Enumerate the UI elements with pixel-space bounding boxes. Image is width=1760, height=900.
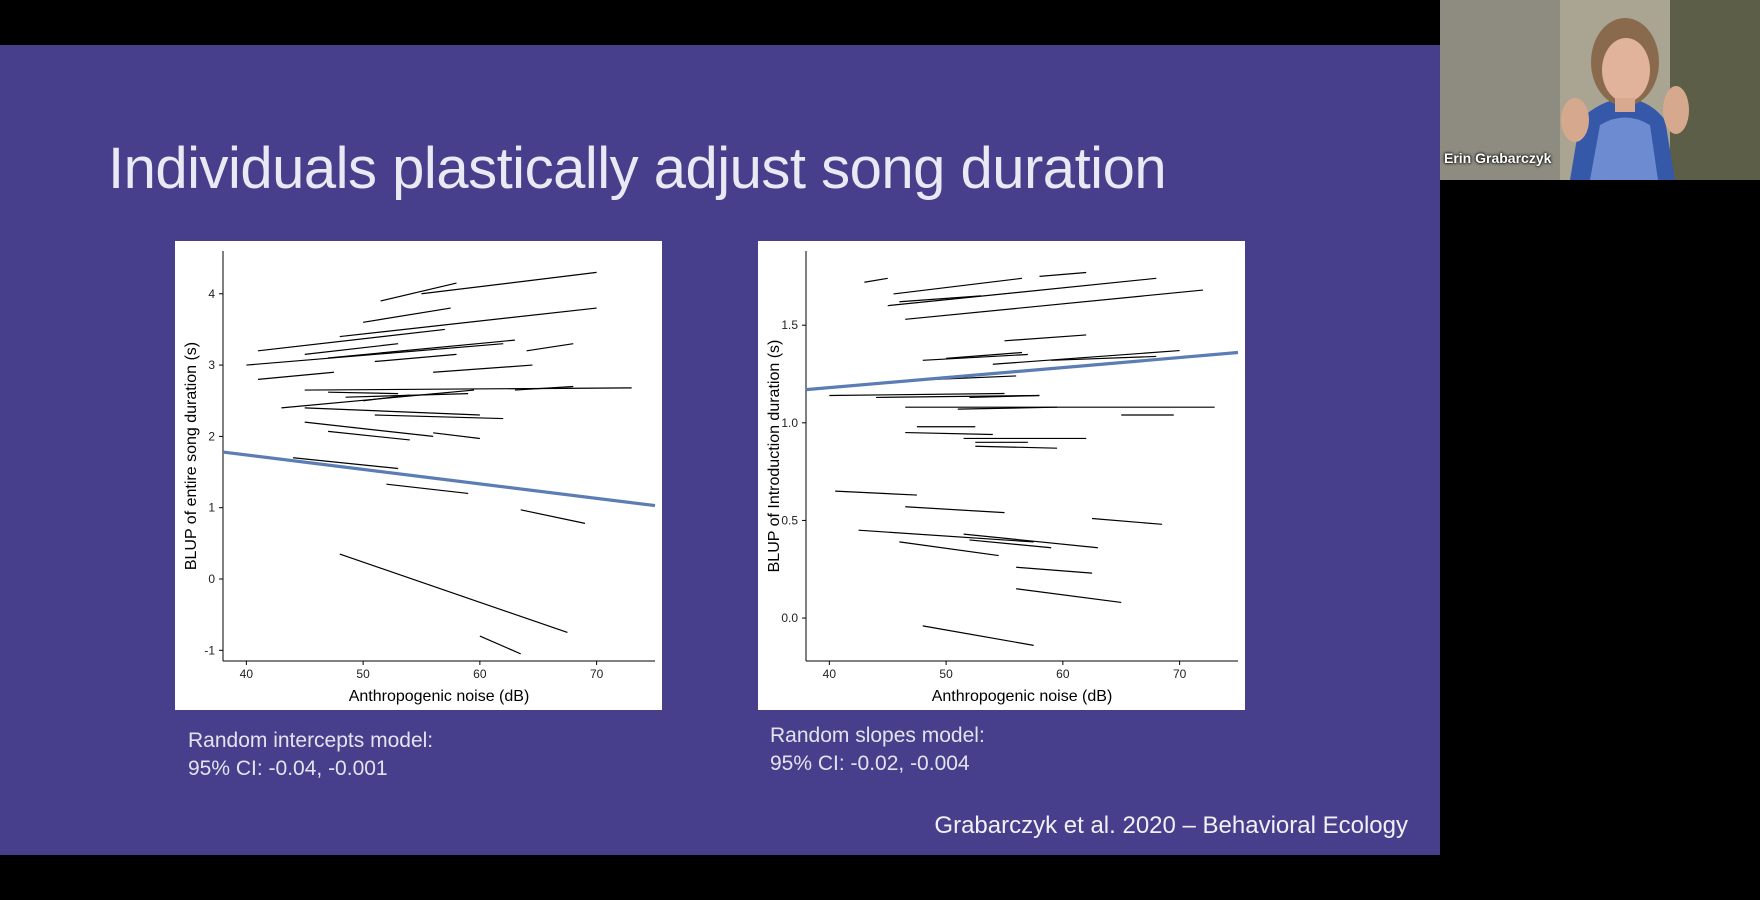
individual-slope-segment xyxy=(380,282,457,302)
y-tick-label: 0.5 xyxy=(781,513,798,527)
y-tick-label: 3 xyxy=(208,358,215,372)
individual-slope-segment xyxy=(922,625,1034,646)
individual-slope-segment xyxy=(887,277,1157,307)
individual-slope-segment xyxy=(946,351,1023,359)
individual-slope-segment xyxy=(339,553,568,634)
individual-slope-segment xyxy=(1051,355,1157,361)
chart-right-svg: 40 50 60 70 0.0 0.5 1.0 1.5 Anthropogenic noise … xyxy=(766,251,1239,705)
individual-slope-segment xyxy=(292,457,399,470)
individual-slope-segment xyxy=(328,391,399,395)
slide-title: Individuals plastically adjust song dura… xyxy=(108,136,1167,201)
individual-slope-segment xyxy=(963,533,1098,549)
individual-slope-segment xyxy=(304,407,480,416)
citation: Grabarczyk et al. 2020 – Behavioral Ecol… xyxy=(934,812,1408,839)
caption-right-ci: 95% CI: -0.02, -0.004 xyxy=(770,752,970,775)
caption-left-ci: 95% CI: -0.04, -0.001 xyxy=(188,757,388,780)
y-tick-label: -1 xyxy=(204,643,215,657)
individual-slope-segment xyxy=(433,364,533,373)
x-tick-label: 60 xyxy=(1056,667,1070,681)
x-tick-label: 40 xyxy=(240,667,254,681)
speaker-video-frame xyxy=(1440,0,1760,180)
individual-slope-segment xyxy=(257,371,334,380)
individual-slope-segment xyxy=(1039,271,1087,277)
individual-slope-segment xyxy=(893,277,1023,295)
individual-slope-segment xyxy=(246,343,504,366)
participant-name-label: Erin Grabarczyk xyxy=(1444,150,1552,166)
population-trend-line xyxy=(222,450,656,508)
y-tick-label: 1 xyxy=(208,501,215,515)
y-axis-title: BLUP of entire song duration (s) xyxy=(183,342,200,570)
caption-right-model: Random slopes model: xyxy=(770,724,985,747)
individual-slope-segment xyxy=(520,509,586,524)
individual-slope-segment xyxy=(374,353,457,363)
chart-left-svg: 40 50 60 70 -1 0 1 2 3 4 Anthropogenic noise (dB) B… xyxy=(183,251,656,705)
individual-slope-segment xyxy=(328,339,515,359)
y-tick-label: 1.0 xyxy=(781,416,798,430)
individual-slope-segment xyxy=(1092,517,1163,525)
individual-slope-segment xyxy=(304,421,434,437)
individual-slope-segment xyxy=(905,289,1204,320)
individual-slope-segment xyxy=(905,506,1005,514)
individual-slope-segment xyxy=(829,392,1005,397)
individual-slope-segment xyxy=(363,307,451,323)
individual-slope-segment xyxy=(1016,588,1122,604)
individual-slope-segment xyxy=(328,430,410,441)
individual-slope-segment xyxy=(864,277,888,283)
individual-slope-segment xyxy=(386,483,469,495)
y-tick-label: 4 xyxy=(208,287,215,301)
individual-slope-segment xyxy=(1004,334,1087,342)
chart-random-intercepts: 40 50 60 70 -1 0 1 2 3 4 Anthropogenic noise (dB) B… xyxy=(175,241,662,710)
individual-slope-segment xyxy=(957,406,1058,410)
x-tick-label: 50 xyxy=(939,667,953,681)
caption-random-slopes: Random slopes model: 95% CI: -0.02, -0.0… xyxy=(770,722,985,778)
y-tick-label: 0 xyxy=(208,572,215,586)
y-tick-label: 2 xyxy=(208,429,215,443)
y-axis-title: BLUP of Introduction duration (s) xyxy=(766,340,783,573)
x-tick-label: 60 xyxy=(473,667,487,681)
individual-slope-segment xyxy=(304,343,399,355)
individual-slope-segment xyxy=(858,529,1034,543)
x-tick-label: 70 xyxy=(590,667,604,681)
individual-slope-segment xyxy=(304,387,632,391)
individual-slope-segment xyxy=(479,635,521,655)
individual-slope-segment xyxy=(899,541,999,557)
individual-slope-segment xyxy=(899,295,982,303)
individual-slope-segment xyxy=(514,385,574,391)
individual-slope-segment xyxy=(526,343,574,352)
participant-video-tile[interactable]: Erin Grabarczyk xyxy=(1440,0,1760,180)
individual-slope-segment xyxy=(257,328,445,352)
individual-slope-segment xyxy=(433,432,480,440)
x-axis-title: Anthropogenic noise (dB) xyxy=(349,688,530,705)
individual-slope-segment xyxy=(374,414,504,420)
individual-slope-segment xyxy=(421,271,597,295)
y-tick-label: 0.0 xyxy=(781,611,798,625)
chart-random-slopes: 40 50 60 70 0.0 0.5 1.0 1.5 Anthropogenic noise … xyxy=(758,241,1245,710)
individual-slope-segment xyxy=(969,394,1040,399)
individual-slope-segment xyxy=(363,394,410,402)
x-tick-label: 50 xyxy=(356,667,370,681)
presentation-slide: Individuals plastically adjust song dura… xyxy=(0,45,1440,855)
individual-slope-segment xyxy=(969,539,1052,549)
x-tick-label: 40 xyxy=(823,667,837,681)
individual-slope-segment xyxy=(339,307,597,338)
individual-slope-segment xyxy=(835,490,917,496)
x-axis-title: Anthropogenic noise (dB) xyxy=(932,688,1113,705)
individual-slope-segment xyxy=(905,431,993,436)
individual-slope-segment xyxy=(975,445,1058,449)
individual-slope-segment xyxy=(1016,566,1093,574)
population-trend-line xyxy=(805,350,1239,392)
caption-left-model: Random intercepts model: xyxy=(188,729,434,752)
individual-slope-segment xyxy=(922,353,1028,361)
caption-random-intercepts: Random intercepts model: 95% CI: -0.04, … xyxy=(188,727,433,783)
x-tick-label: 70 xyxy=(1173,667,1187,681)
individual-slope-segment xyxy=(992,349,1180,365)
y-tick-label: 1.5 xyxy=(781,318,798,332)
